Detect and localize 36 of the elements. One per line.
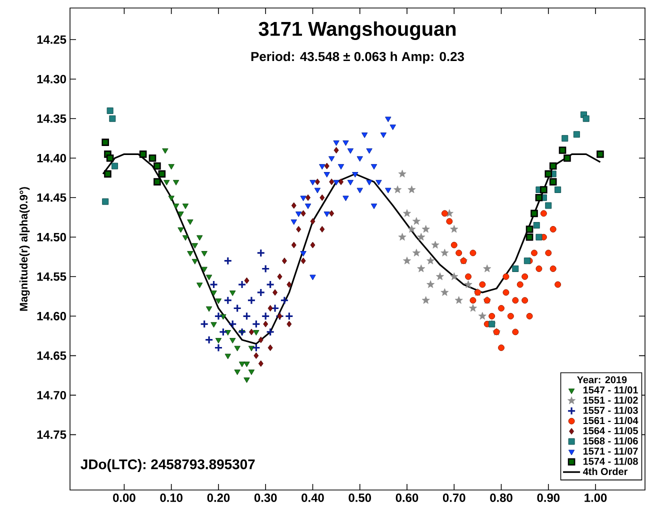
legend-label: 1571 - 11/07 [583,447,638,455]
x-tick-label: 0.30 [254,494,277,502]
legend-label: 1574 - 11/08 [583,458,638,465]
legend-label: 1547 - 11/01 [583,386,638,394]
legend-label: 1557 - 11/03 [583,406,638,414]
legend-label: 1568 - 11/06 [583,437,638,445]
x-tick-label: 0.10 [160,494,182,502]
legend-label: 1564 - 11/05 [583,426,638,434]
y-tick-label: 14.70 [37,390,66,400]
y-tick-label: 14.65 [37,351,66,360]
legend-title: Year: 2019 [577,376,627,384]
x-tick-label: 0.50 [348,494,372,502]
y-tick-label: 14.30 [37,74,66,84]
y-tick-label: 14.55 [37,272,66,281]
y-tick-label: 14.75 [37,430,66,439]
y-axis-title: Magnitude(r) alpha(0.9°) [19,187,30,311]
x-tick-label: 0.70 [442,494,466,502]
legend-label: 1561 - 11/04 [583,416,638,424]
x-tick-label: 0.60 [396,494,418,502]
text: Period: 43.548 ± 0.063 h Amp: 0.23 [251,52,464,64]
y-tick-label: 14.50 [37,232,66,242]
y-tick-label: 14.60 [37,312,66,320]
y-tick-label: 14.35 [37,114,66,123]
y-tick-label: 14.40 [37,154,66,162]
x-tick-label: 1.00 [584,494,607,502]
x-tick-label: 0.90 [537,494,560,502]
x-tick-label: 0.40 [302,494,324,502]
legend-label: 1551 - 11/02 [583,396,638,404]
y-tick-label: 14.45 [37,193,66,202]
x-tick-label: 0.80 [490,494,512,502]
annotation: JDo(LTC): 2458793.895307 [80,459,255,472]
text: 3171 Wangshouguan [258,21,456,40]
legend-label: 4th Order [582,468,628,476]
y-tick-label: 14.25 [37,35,66,44]
x-tick-label: 0.00 [113,494,136,502]
x-tick-label: 0.20 [207,494,230,502]
